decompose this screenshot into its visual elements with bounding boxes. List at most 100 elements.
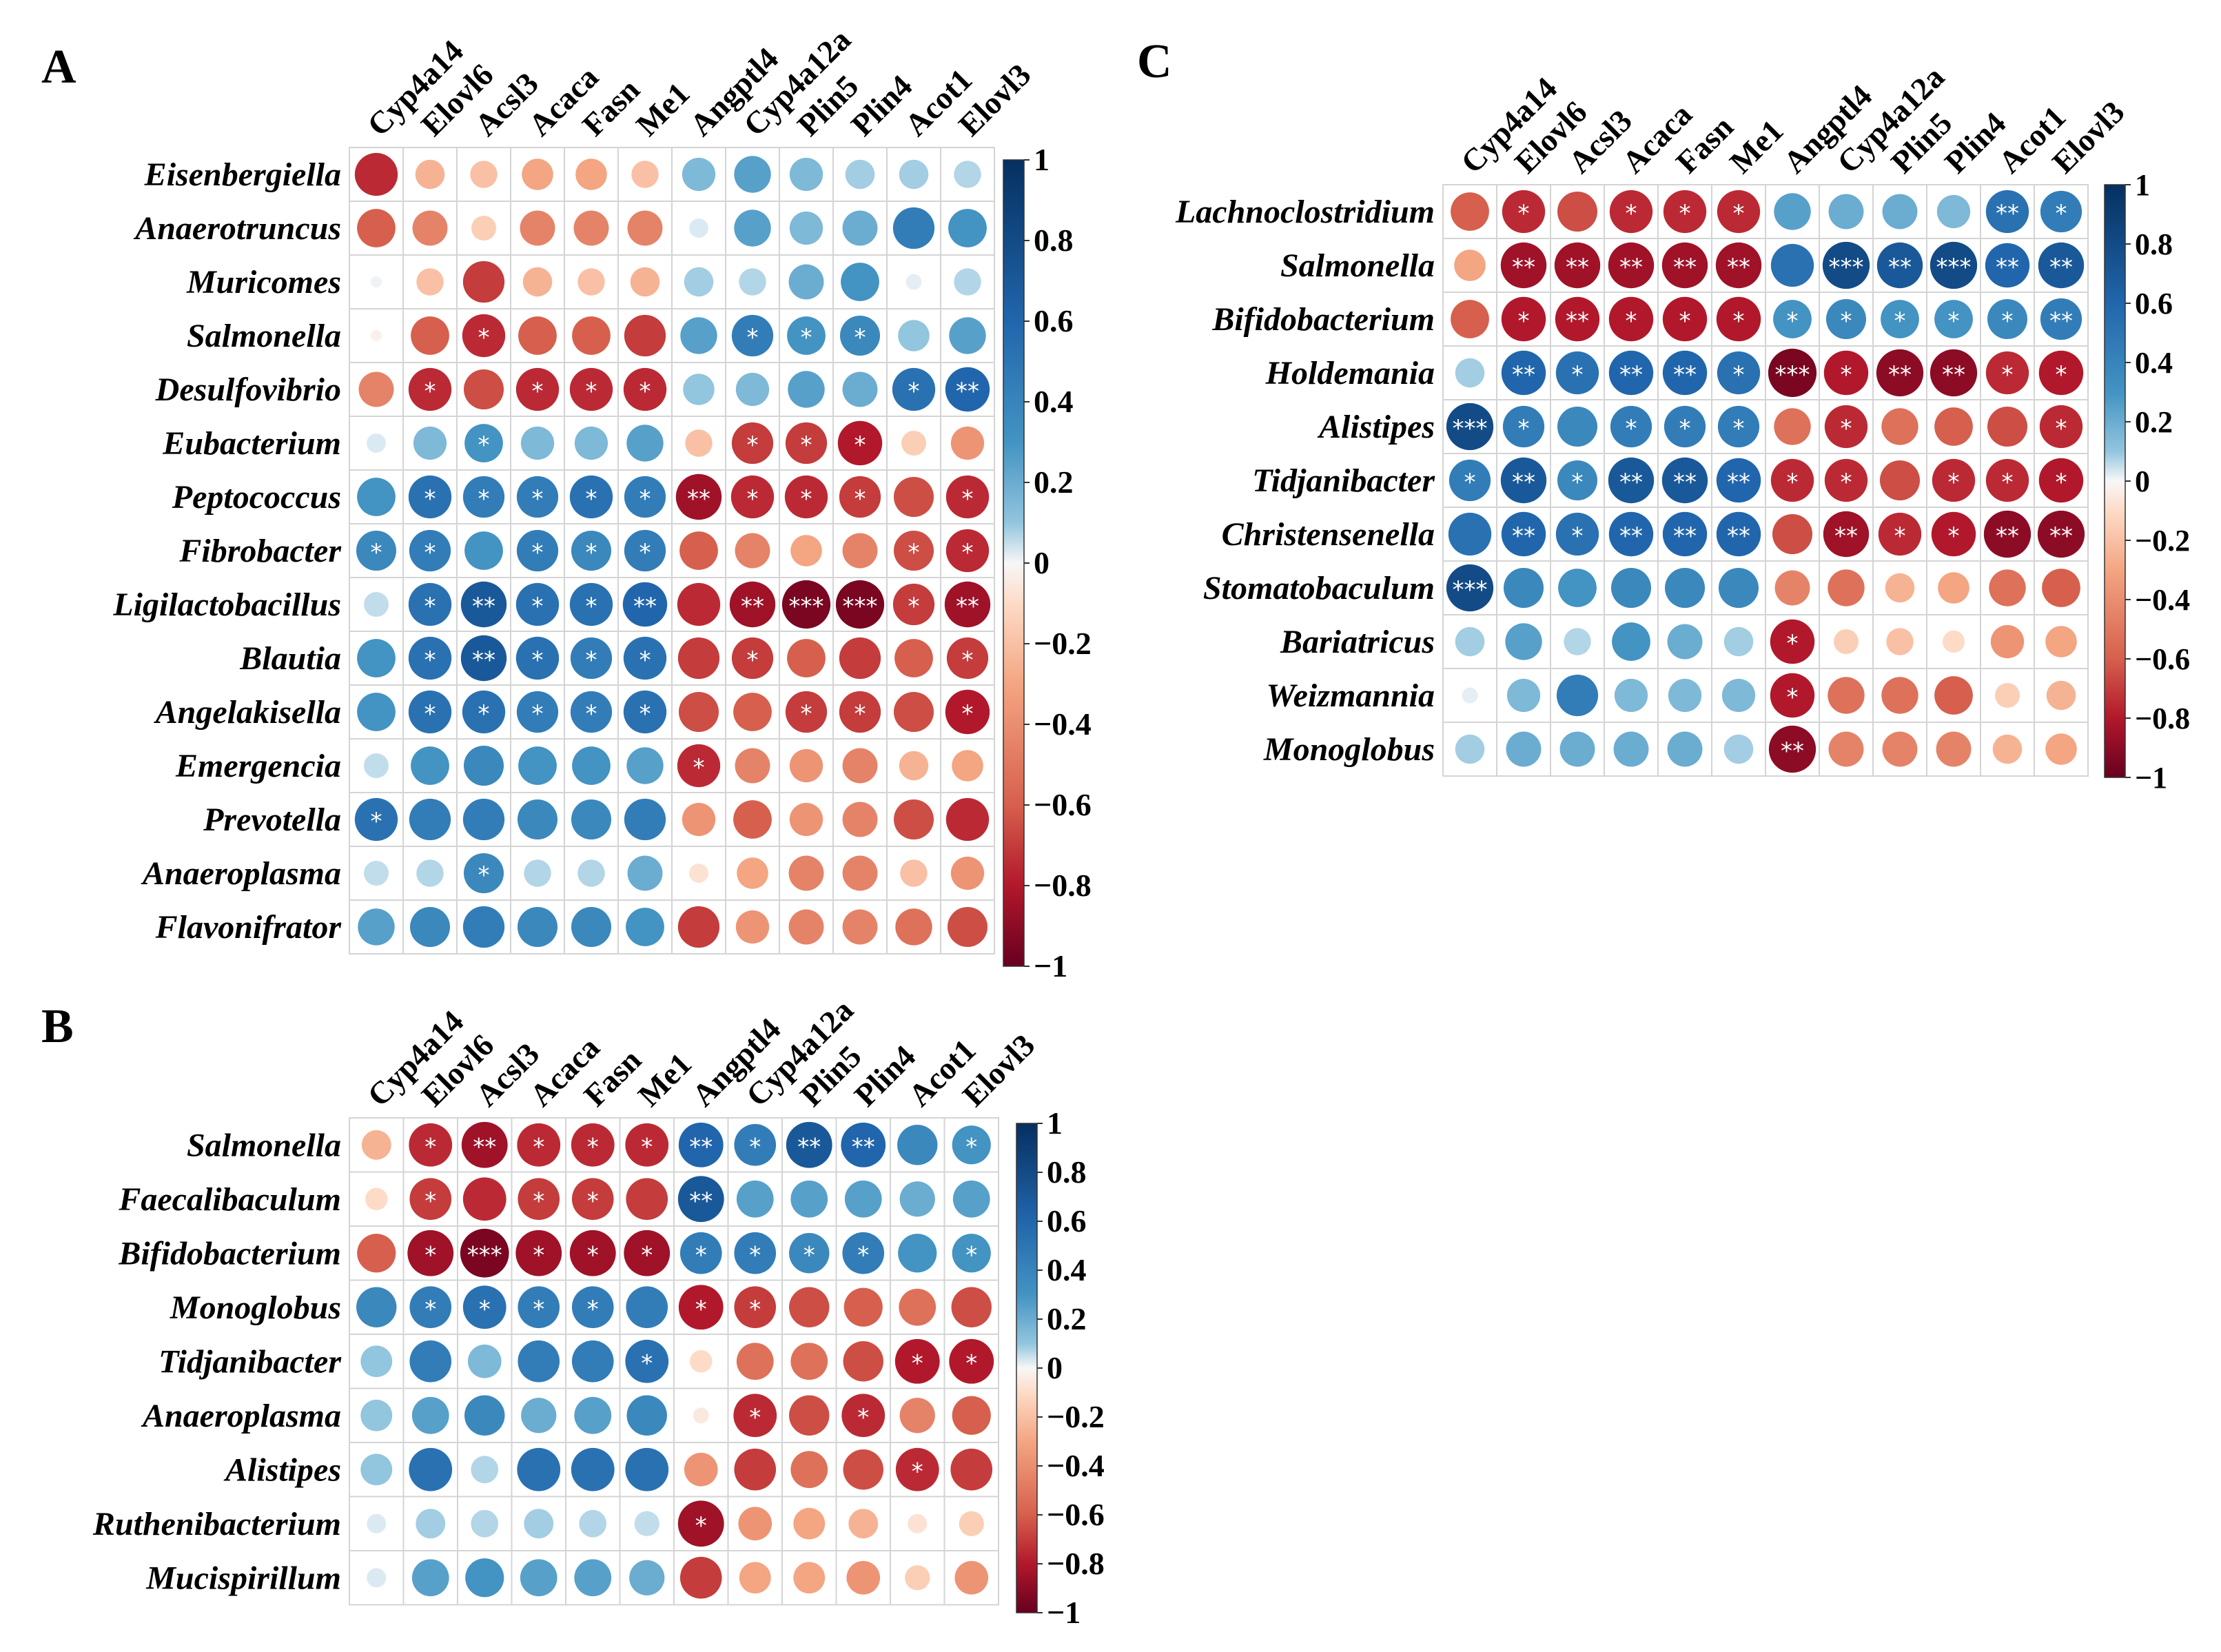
correlation-circle [899,1398,935,1434]
correlation-circle [463,369,504,410]
row-label: Alistipes [223,1451,341,1488]
correlation-circle [682,157,716,192]
correlation-circle [1774,408,1811,445]
correlation-circle [844,1180,882,1218]
significance-star: * [1841,469,1852,496]
correlation-circle [1882,731,1918,767]
correlation-circle [1555,351,1599,395]
colorbar-tick-label: −0.2 [2135,524,2190,558]
significance-star: * [857,1404,869,1431]
panel-letter: B [41,1000,74,1053]
correlation-circle [370,329,382,342]
correlation-circle [623,367,667,411]
correlation-circle [626,1178,668,1221]
correlation-circle [2038,350,2084,396]
correlation-circle [460,635,507,682]
correlation-circle [1987,298,2028,340]
column-label: Plin4 [1938,105,2012,180]
correlation-circle [462,906,505,948]
correlation-circle [409,798,451,841]
correlation-circle [1992,734,2023,764]
significance-star: * [749,1296,761,1323]
colorbar-tick-label: 0.2 [1047,1301,1087,1336]
significance-star: * [854,324,866,351]
significance-star: * [854,431,866,459]
correlation-circle [1555,296,1600,342]
significance-star: * [639,485,651,513]
correlation-circle [842,855,878,891]
correlation-circle [682,802,716,837]
significance-star: ** [1619,254,1643,281]
correlation-circle [411,746,449,785]
correlation-circle [462,261,505,303]
correlation-circle [624,314,666,357]
correlation-circle [678,1285,724,1330]
significance-star: * [1787,630,1799,657]
correlation-circle [1770,619,1815,664]
correlation-circle [1446,564,1494,612]
row-label: Alistipes [1317,409,1435,445]
correlation-circle [463,853,504,894]
correlation-circle [843,1449,883,1490]
correlation-circle [2038,458,2084,503]
correlation-circle [1454,249,1486,281]
correlation-circle [1985,458,2029,502]
significance-star: * [857,1241,869,1269]
correlation-circle [358,908,395,946]
significance-star: * [1733,307,1745,335]
correlation-circle [893,799,934,840]
significance-star: * [1679,415,1691,442]
correlation-circle [945,689,990,735]
correlation-circle [1559,731,1595,767]
significance-star: * [641,1133,653,1161]
correlation-circle [462,1177,506,1221]
correlation-circle [471,1456,499,1484]
significance-star: ** [956,593,979,620]
correlation-circle [899,1181,935,1217]
significance-star: * [586,700,597,728]
significance-star: * [2056,469,2067,496]
significance-star: *** [1775,361,1810,389]
correlation-circle [685,429,713,457]
colorbar-tick-label: −0.8 [2135,702,2190,735]
correlation-circle [1773,300,1812,338]
correlation-circle [1668,678,1702,713]
correlation-circle [788,264,824,300]
correlation-circle [1717,190,1761,234]
correlation-circle [569,582,613,626]
correlation-circle [1449,459,1491,502]
row-label: Tidjanibacter [158,1343,342,1380]
significance-star: * [1626,415,1637,442]
colorbar [1016,1123,1038,1613]
correlation-circle [408,367,452,411]
row-label: Eubacterium [162,425,341,462]
significance-star: ** [1727,522,1750,550]
significance-star: * [424,1241,436,1269]
correlation-circle [463,745,504,786]
correlation-circle [1876,349,1924,397]
correlation-circle [784,475,828,519]
correlation-circle [515,1230,562,1276]
row-label: Lachnoclostridium [1175,194,1435,230]
correlation-circle [848,1509,879,1539]
correlation-circle [895,908,932,946]
correlation-circle [892,207,935,249]
correlation-circle [624,476,666,518]
correlation-circle [409,1286,452,1329]
correlation-circle [839,637,881,680]
correlation-circle [1938,572,1969,604]
significance-star: * [965,1133,977,1161]
correlation-circle [1502,190,1546,234]
correlation-circle [370,276,382,288]
correlation-circle [571,906,612,948]
correlation-circle [1455,734,1485,764]
correlation-circle [571,799,612,840]
correlation-circle [624,529,666,572]
correlation-circle [1506,731,1542,767]
significance-star: * [801,485,812,513]
correlation-circle [571,1340,614,1383]
correlation-circle [357,478,396,516]
correlation-circle [1608,457,1655,504]
correlation-circle [1772,513,1813,555]
significance-star: ** [1996,254,2019,281]
